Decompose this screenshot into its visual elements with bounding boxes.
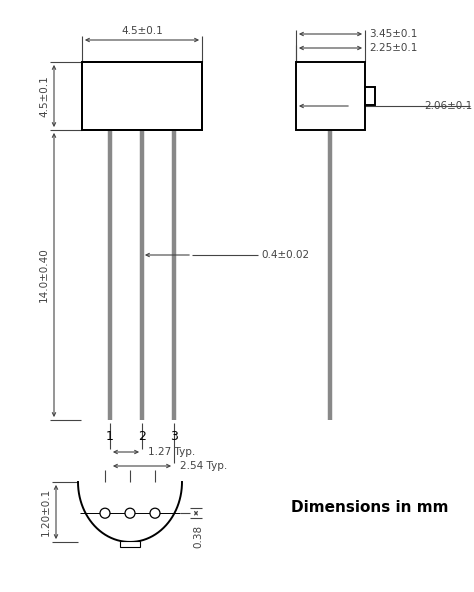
Bar (296, 62, 365, 130)
Text: 2.25±0.1: 2.25±0.1 (369, 43, 418, 53)
Bar (82, 62, 202, 130)
Bar (82, 62, 202, 130)
Text: 2.54 Typ.: 2.54 Typ. (180, 461, 227, 471)
Text: 1.20±0.1: 1.20±0.1 (41, 488, 51, 536)
Text: 0.4±0.02: 0.4±0.02 (261, 250, 309, 260)
Text: 14.0±0.40: 14.0±0.40 (39, 247, 49, 303)
Text: 1.27 Typ.: 1.27 Typ. (148, 447, 195, 457)
Text: 4.5±0.1: 4.5±0.1 (121, 26, 163, 36)
Text: 0.38: 0.38 (193, 525, 203, 548)
Circle shape (125, 508, 135, 518)
Text: 4.5±0.1: 4.5±0.1 (39, 75, 49, 117)
Circle shape (100, 508, 110, 518)
Circle shape (150, 508, 160, 518)
Text: 2.06±0.1: 2.06±0.1 (425, 101, 473, 111)
Bar (120, 541, 140, 547)
Text: 3: 3 (170, 430, 178, 443)
Text: 3.45±0.1: 3.45±0.1 (369, 29, 418, 39)
Text: Dimensions in mm: Dimensions in mm (291, 500, 449, 514)
Text: 1: 1 (106, 430, 114, 443)
Polygon shape (78, 482, 182, 542)
Text: 2: 2 (138, 430, 146, 443)
Bar (365, 87, 375, 105)
